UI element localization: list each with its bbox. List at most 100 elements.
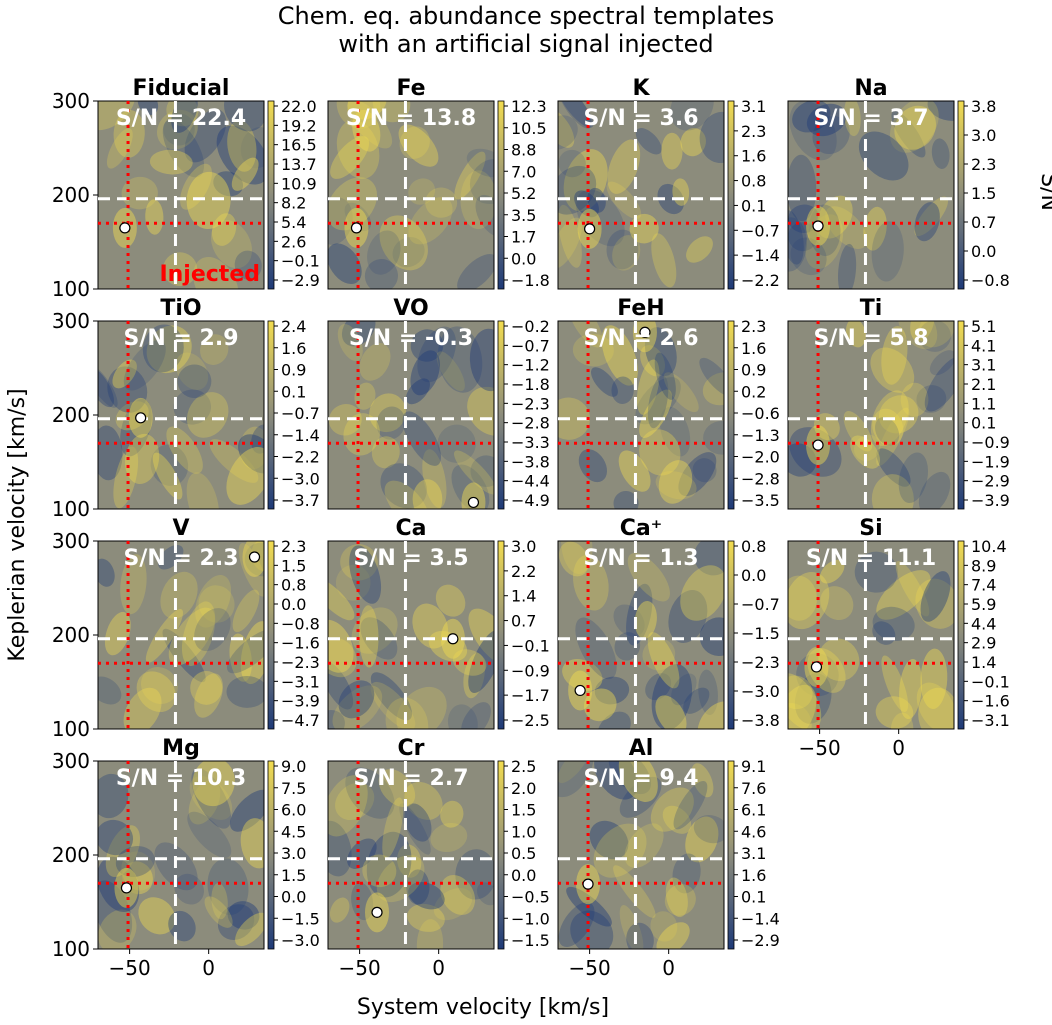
colorbar-tick-label: −3.8: [741, 711, 780, 730]
heatmap-blob: [107, 366, 148, 413]
panel-frame: [327, 100, 495, 290]
heatmap-blob: [235, 912, 264, 947]
heatmap-blob: [329, 897, 350, 923]
heatmap-blob: [112, 359, 137, 389]
colorbar-tick-label: 0.8: [741, 537, 766, 556]
x-axis-label: System velocity [km/s]: [357, 995, 609, 1020]
colorbar-tick-label: 3.5: [511, 206, 536, 225]
colorbar-tick-label: −1.7: [511, 686, 550, 705]
colorbar-tick-label: −3.7: [281, 491, 320, 510]
colorbar-tick-label: −0.8: [281, 614, 320, 633]
panel: Ca⁺ S/N = 1.3 0.8 0.0 −0.7 −1.5 −2.3 −3.0 −3.8: [557, 516, 780, 730]
heatmap-blob: [468, 608, 494, 667]
heatmap-blob: [606, 181, 642, 219]
heatmap-blob: [328, 637, 357, 678]
heatmap-blob: [691, 763, 714, 798]
heatmap-blob: [558, 217, 582, 269]
colorbar-tick-label: 22.0: [281, 97, 317, 116]
heatmap-blob: [372, 101, 411, 123]
heatmap-blob: [820, 559, 845, 584]
heatmap-blob: [140, 667, 178, 704]
heatmap-blob: [186, 392, 229, 438]
colorbar-tick-label: 0.0: [281, 888, 306, 907]
heatmap-blob: [407, 903, 445, 932]
heatmap-blob: [174, 873, 204, 905]
heatmap-blob: [845, 321, 866, 348]
heatmap-blob: [162, 628, 206, 683]
heatmap-blob: [686, 236, 713, 263]
heatmap-blob: [328, 820, 352, 877]
heatmap-blob: [98, 880, 133, 943]
colorbar-tick-label: 7.4: [971, 576, 996, 595]
heatmap-texture: [98, 761, 264, 949]
heatmap-blob: [645, 673, 672, 701]
heatmap-blob: [572, 554, 609, 611]
y-tick-label: 300: [52, 749, 90, 773]
heatmap-blob: [216, 125, 264, 185]
colorbar-tick-label: 7.5: [281, 779, 306, 798]
colorbar: [497, 100, 505, 290]
heatmap-blob: [702, 372, 724, 406]
heatmap-blob: [657, 183, 685, 215]
heatmap-blob: [612, 235, 641, 271]
colorbar-tick-label: 8.2: [281, 194, 306, 213]
panel-title: Na: [854, 76, 887, 101]
heatmap-blob: [191, 768, 232, 829]
colorbar: [267, 100, 275, 290]
heatmap-blob: [665, 877, 688, 918]
heatmap-blob: [410, 329, 444, 362]
heatmap-blob: [683, 687, 710, 714]
colorbar-tick-label: 3.1: [741, 844, 766, 863]
heatmap-blob: [370, 672, 413, 721]
heatmap-blob: [572, 333, 614, 367]
heatmap-blob: [457, 254, 494, 289]
heatmap-blob: [379, 215, 428, 271]
colorbar-tick-label: −1.4: [281, 426, 320, 445]
x-tick-label: 0: [662, 956, 675, 980]
heatmap-blob: [226, 629, 264, 674]
panel-title: Ca: [396, 516, 427, 541]
heatmap-blob: [435, 584, 466, 617]
peak-marker: [639, 326, 651, 338]
colorbar-tick-label: 10.4: [971, 537, 1007, 556]
sn-label: S/N = 2.9: [123, 326, 238, 351]
heatmap-blob: [337, 324, 363, 362]
heatmap-blob: [466, 148, 494, 178]
heatmap-blob: [367, 230, 401, 275]
heatmap-blob: [207, 858, 249, 915]
heatmap-blob: [475, 194, 494, 238]
sn-label: S/N = 2.6: [583, 326, 698, 351]
colorbar-tick-label: −2.9: [741, 931, 780, 950]
heatmap-blob: [437, 326, 483, 393]
injected-label: Injected: [159, 262, 260, 287]
heatmap-blob: [916, 385, 947, 413]
heatmap-blob: [451, 464, 490, 509]
heatmap-blob: [642, 638, 676, 671]
panel-frame: [787, 320, 955, 510]
heatmap-blob: [211, 882, 228, 920]
colorbar: [957, 100, 965, 290]
colorbar-tick-label: 0.0: [281, 595, 306, 614]
heatmap-blob: [594, 761, 638, 800]
colorbar-tick-label: −4.4: [511, 472, 550, 491]
heatmap-blob: [344, 202, 372, 232]
colorbar: [727, 100, 735, 290]
heatmap-texture: [558, 101, 724, 288]
heatmap-blob: [145, 199, 164, 235]
heatmap-blob: [210, 219, 252, 269]
heatmap-blob: [328, 709, 345, 729]
heatmap-blob: [654, 352, 676, 400]
heatmap-blob: [788, 673, 822, 729]
heatmap-blob: [651, 233, 677, 288]
colorbar-tick-label: −1.9: [971, 452, 1010, 471]
colorbar-tick-label: −1.4: [741, 909, 780, 928]
heatmap-blob: [408, 197, 453, 245]
colorbar-tick-label: −2.8: [741, 469, 780, 488]
panel: K S/N = 3.6 3.1 2.3 1.6 0.8 0.1 −0.7 −1.4 −2.2: [557, 76, 780, 290]
heatmap-blob: [894, 105, 937, 150]
heatmap-blob: [644, 327, 677, 376]
colorbar-tick-label: −2.2: [741, 271, 780, 290]
colorbar-tick-label: 1.4: [511, 587, 536, 606]
heatmap-blob: [251, 541, 264, 572]
sn-label: S/N = 5.8: [813, 326, 928, 351]
